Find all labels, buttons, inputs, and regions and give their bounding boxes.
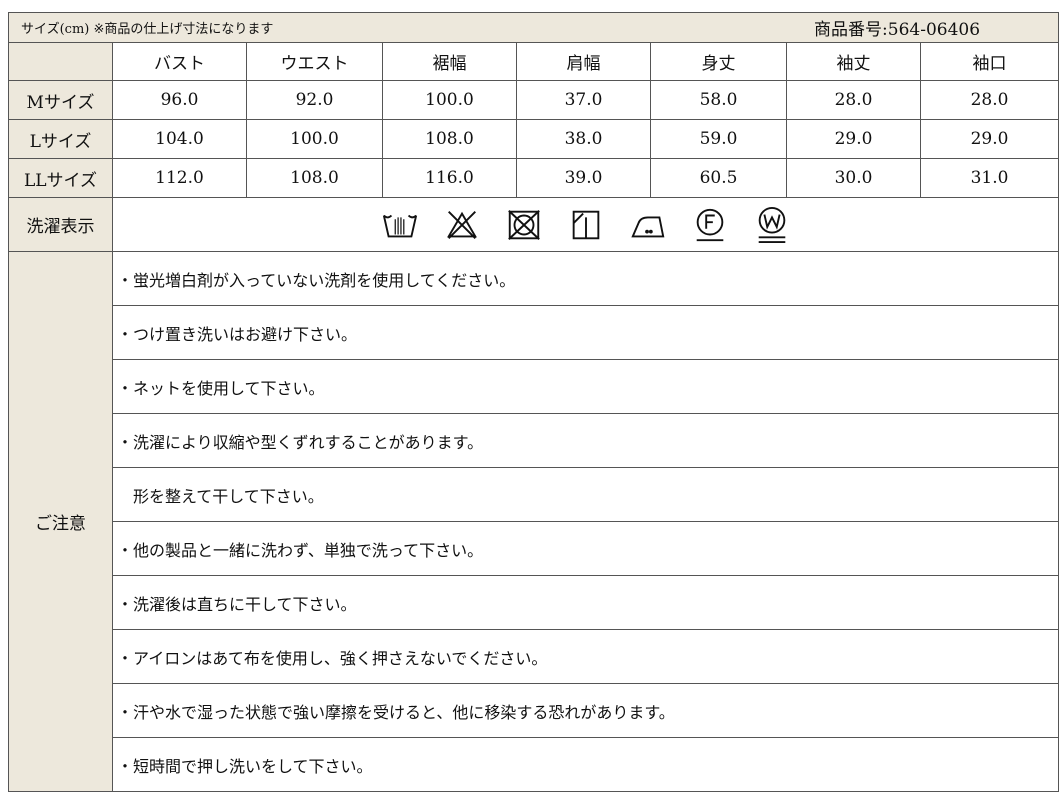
no-tumble-dry-icon [507, 209, 540, 240]
note-row: 形を整えて干して下さい。 [9, 467, 1060, 522]
note-row: ・汗や水で湿った状態で強い摩擦を受けると、他に移染する恐れがあります。 [9, 683, 1060, 738]
cell: 38.0 [515, 119, 652, 159]
cell: 100.0 [246, 119, 383, 159]
row-label: Lサイズ [8, 119, 113, 159]
table-row: Mサイズ 96.0 92.0 100.0 37.0 58.0 28.0 28.0 [8, 80, 1060, 120]
cell: 58.0 [650, 80, 788, 120]
note-item: ・他の製品と一緒に洗わず、単独で洗って下さい。 [111, 521, 1060, 576]
note-row: ・短時間で押し洗いをして下さい。 [9, 737, 1060, 792]
column-header: 裾幅 [382, 42, 517, 81]
row-label: Mサイズ [8, 80, 113, 120]
note-row: ・ネットを使用して下さい。 [9, 359, 1060, 414]
wet-clean-w-icon [758, 206, 785, 243]
note-item: ・短時間で押し洗いをして下さい。 [111, 737, 1060, 792]
column-header: 身丈 [650, 42, 788, 81]
cell: 116.0 [382, 158, 517, 198]
cell: 30.0 [786, 158, 922, 198]
note-row: ・他の製品と一緒に洗わず、単独で洗って下さい。 [9, 521, 1060, 576]
cell: 92.0 [246, 80, 383, 120]
wash-label: 洗濯表示 [8, 197, 113, 252]
note-item: ・ネットを使用して下さい。 [111, 359, 1060, 414]
note-row: ・つけ置き洗いはお避け下さい。 [9, 305, 1060, 360]
note-row: ・洗濯後は直ちに干して下さい。 [9, 575, 1060, 630]
table-row: LLサイズ 112.0 108.0 116.0 39.0 60.5 30.0 31.0 [8, 158, 1060, 198]
cell: 112.0 [112, 158, 247, 198]
cell: 29.0 [786, 119, 922, 159]
iron-low-icon [630, 215, 664, 237]
dry-clean-f-icon [696, 208, 723, 241]
note-row: ・洗濯により収縮や型くずれすることがあります。 [9, 413, 1060, 468]
cell: 28.0 [920, 80, 1060, 120]
table-title: サイズ(cm) ※商品の仕上げ寸法になります [7, 12, 651, 43]
product-number: 商品番号:564-06406 [650, 12, 1060, 43]
cell: 108.0 [382, 119, 517, 159]
cell: 59.0 [650, 119, 788, 159]
cell: 28.0 [786, 80, 922, 120]
row-label: LLサイズ [8, 158, 113, 198]
note-item: 形を整えて干して下さい。 [111, 467, 1060, 522]
cell: 100.0 [382, 80, 517, 120]
note-item: ・アイロンはあて布を使用し、強く押さえないでください。 [111, 629, 1060, 684]
note-row: ・アイロンはあて布を使用し、強く押さえないでください。 [9, 629, 1060, 684]
size-table: サイズ(cm) ※商品の仕上げ寸法になります 商品番号:564-06406 バスト… [7, 12, 1060, 792]
cell: 104.0 [112, 119, 247, 159]
note-item: ・蛍光増白剤が入っていない洗剤を使用してください。 [111, 251, 1060, 306]
cell: 96.0 [112, 80, 247, 120]
cell: 60.5 [650, 158, 788, 198]
cell: 108.0 [246, 158, 383, 198]
cell: 29.0 [920, 119, 1060, 159]
notes-label: ご注意 [8, 251, 113, 792]
no-bleach-icon [446, 210, 477, 239]
table-row: Lサイズ 104.0 100.0 108.0 38.0 59.0 29.0 29.0 [8, 119, 1060, 159]
note-row: ご注意 ・蛍光増白剤が入っていない洗剤を使用してください。 [8, 251, 1060, 792]
column-header: 袖口 [920, 42, 1060, 81]
cell: 39.0 [515, 158, 652, 198]
note-item: ・汗や水で湿った状態で強い摩擦を受けると、他に移染する恐れがあります。 [111, 683, 1060, 738]
drip-dry-shade-icon [572, 210, 599, 239]
note-item: ・洗濯後は直ちに干して下さい。 [111, 575, 1060, 630]
column-header: 袖丈 [786, 42, 922, 81]
cell: 37.0 [515, 80, 652, 120]
hand-wash-icon [382, 214, 417, 237]
column-header: 肩幅 [515, 42, 652, 81]
cell: 31.0 [920, 158, 1060, 198]
note-item: ・洗濯により収縮や型くずれすることがあります。 [111, 413, 1060, 468]
care-symbols [113, 205, 1058, 245]
column-header: ウエスト [246, 42, 383, 81]
note-item: ・つけ置き洗いはお避け下さい。 [111, 305, 1060, 360]
corner-cell [8, 42, 113, 81]
column-header: バスト [112, 42, 247, 81]
